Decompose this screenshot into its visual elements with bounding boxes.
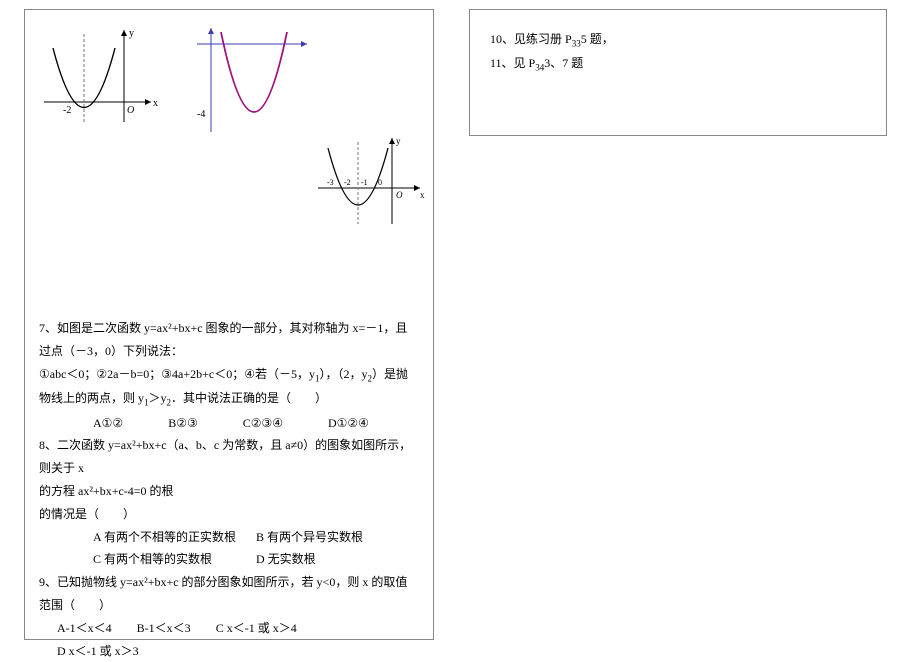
graph-1: y x -2 O — [39, 22, 169, 132]
q9-line: 9、已知抛物线 y=ax²+bx+c 的部分图象如图所示，若 y<0，则 x 的… — [39, 571, 419, 617]
svg-text:-2: -2 — [344, 178, 351, 187]
q8-line1: 8、二次函数 y=ax²+bx+c（a、b、c 为常数，且 a≠0）的图象如图所… — [39, 434, 419, 480]
q8-choice-a: A 有两个不相等的正实数根 — [93, 526, 253, 549]
page-left: y x -2 O -4 y x -3 -2 -1 0 — [24, 9, 434, 640]
q9-choice-a: A-1＜x＜4 — [57, 617, 112, 640]
graph-2: -4 — [189, 22, 319, 142]
q7-statements: ①abc＜0；②2a－b=0；③4a+2b+c＜0；④若（－5，y1），（2，y… — [39, 363, 419, 412]
graph-3: y x -3 -2 -1 0 O — [314, 132, 429, 232]
svg-text:-4: -4 — [197, 109, 205, 120]
q9-choice-b: B-1＜x＜3 — [137, 617, 191, 640]
svg-text:-3: -3 — [327, 178, 334, 187]
q7-choice-b: B②③ — [168, 412, 198, 435]
r2-pre: 11、见 P — [490, 56, 535, 70]
r1-post: 5 题， — [581, 32, 614, 46]
q7-choice-a: A①② — [93, 412, 123, 435]
q7-stmt-mid1: ），（2，y — [319, 367, 367, 381]
page-right: 10、见练习册 P335 题， 11、见 P343、7 题 — [469, 9, 887, 136]
svg-text:0: 0 — [378, 178, 382, 187]
r1-sub: 33 — [572, 38, 581, 48]
svg-text:-2: -2 — [63, 105, 71, 116]
svg-text:y: y — [129, 28, 134, 39]
q8-choices: A 有两个不相等的正实数根 B 有两个异号实数根 C 有两个相等的实数根 D 无… — [39, 526, 419, 572]
svg-text:O: O — [396, 190, 403, 200]
q7-stmt-mid3: ＞y — [149, 391, 167, 405]
svg-text:O: O — [127, 105, 134, 116]
right-line-1: 10、见练习册 P335 题， — [490, 28, 866, 52]
svg-text:x: x — [153, 98, 158, 109]
q7-choice-d: D①②④ — [328, 412, 369, 435]
q7-choice-c: C②③④ — [243, 412, 283, 435]
q8-choice-b: B 有两个异号实数根 — [256, 526, 416, 549]
q9-choices: A-1＜x＜4 B-1＜x＜3 C x＜-1 或 x＞4 D x＜-1 或 x＞… — [39, 617, 419, 662]
q9-choice-c: C x＜-1 或 x＞4 — [216, 617, 297, 640]
q7-stmt-suffix: ．其中说法正确的是（ ） — [171, 391, 327, 405]
q7-intro: 7、如图是二次函数 y=ax²+bx+c 图象的一部分，其对称轴为 x=－1，且… — [39, 317, 419, 363]
q8-choice-c: C 有两个相等的实数根 — [93, 548, 253, 571]
q8-line3: 的情况是（ ） — [39, 503, 419, 526]
svg-text:y: y — [396, 136, 401, 146]
right-line-2: 11、见 P343、7 题 — [490, 52, 866, 76]
svg-text:-1: -1 — [361, 178, 368, 187]
r2-post: 3、7 题 — [544, 56, 583, 70]
r1-pre: 10、见练习册 P — [490, 32, 572, 46]
q7-choices: A①② B②③ C②③④ D①②④ — [39, 412, 419, 435]
q8-line2: 的方程 ax²+bx+c-4=0 的根 — [39, 480, 419, 503]
graphs-area: y x -2 O -4 y x -3 -2 -1 0 — [39, 22, 419, 237]
q7-stmt-prefix: ①abc＜0；②2a－b=0；③4a+2b+c＜0；④若（－5，y — [39, 367, 315, 381]
r2-sub: 34 — [535, 63, 544, 73]
q8-choice-d: D 无实数根 — [256, 548, 416, 571]
svg-text:x: x — [420, 190, 425, 200]
